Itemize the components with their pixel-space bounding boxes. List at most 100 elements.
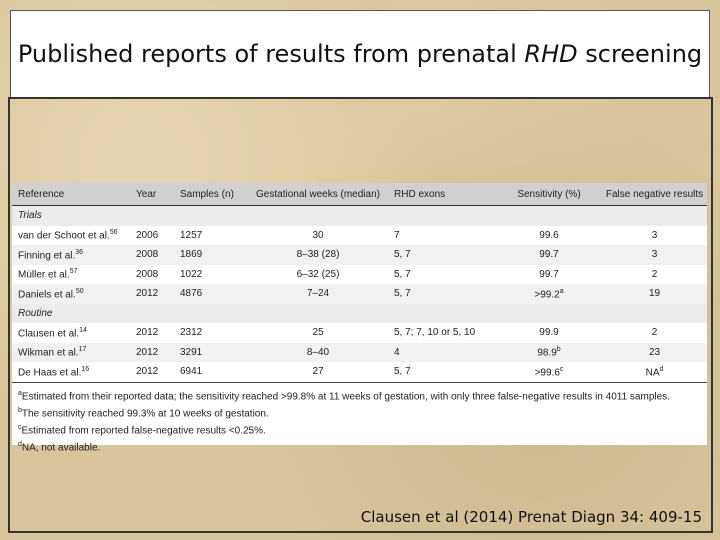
- table-row: De Haas et al.16 2012 6941 27 5, 7 >99.6c NAd: [12, 362, 707, 382]
- table-cell: 1022: [180, 268, 203, 280]
- cell-text: >99.6: [534, 366, 560, 378]
- table-cell: 98.9b: [496, 342, 602, 362]
- column-header: Samples (n): [174, 183, 248, 206]
- footnote: cEstimated from reported false-negative …: [18, 421, 701, 438]
- table-cell: 2: [651, 327, 658, 339]
- column-header: RHD exons: [388, 183, 496, 206]
- table-cell: 4876: [174, 284, 248, 304]
- table-cell: 99.7: [496, 245, 602, 265]
- header-row: Reference Year Samples (n) Gestational week…: [12, 183, 707, 206]
- table-cell: 5, 7: [394, 268, 411, 280]
- cell-superscript: a: [559, 287, 564, 295]
- column-header: Gestational weeks (median): [248, 183, 388, 206]
- column-header: Year: [130, 183, 174, 206]
- table-row: Daniels et al.50 2012 4876 7–24 5, 7 >99.2a 19: [12, 284, 707, 304]
- footnote-text: Estimated from their reported data; the …: [21, 390, 670, 402]
- table-cell: 7–24: [248, 284, 388, 304]
- table-cell: 3: [602, 245, 707, 265]
- footnote-mark: b: [18, 406, 22, 414]
- cell-superscript: 14: [79, 326, 87, 334]
- table-cell: 2008: [130, 245, 174, 265]
- table-cell: 1257: [180, 229, 203, 241]
- title: Published reports of results from prenat…: [18, 40, 702, 68]
- cell-text: Daniels et al.: [18, 288, 76, 300]
- table-box: Reference Year Samples (n) Gestational week…: [12, 183, 707, 454]
- table-cell: Finning et al.36: [12, 245, 130, 265]
- table-cell: 2012: [136, 327, 159, 339]
- table-cell: 27: [312, 366, 324, 378]
- cell-text: Müller et al.: [18, 269, 70, 281]
- footnote-text: NA, not available.: [21, 442, 101, 454]
- cell-text: Finning et al.: [18, 249, 76, 261]
- footnote: dNA, not available.: [18, 438, 701, 455]
- table-cell: >99.2a: [496, 284, 602, 304]
- frame: [8, 97, 713, 533]
- table-cell: 23: [602, 342, 707, 362]
- table-cell: 2012: [130, 342, 174, 362]
- table-cell: Daniels et al.50: [12, 284, 130, 304]
- title-box: Published reports of results from prenat…: [10, 10, 710, 98]
- table-cell: 99.6: [539, 229, 559, 241]
- footnote-mark: a: [18, 389, 22, 397]
- footnote-mark: d: [18, 441, 22, 449]
- table-cell: 19: [602, 284, 707, 304]
- table-row: Clausen et al.14 2012 2312 25 5, 7; 7, 10 or…: [12, 323, 707, 343]
- cell-text: NA: [645, 366, 660, 378]
- section-row: Trials: [12, 205, 707, 226]
- cell-superscript: 57: [69, 268, 78, 276]
- title-part: Published reports of results from prenat…: [17, 40, 525, 68]
- table-cell: >99.6c: [496, 362, 602, 382]
- footnote-mark: c: [18, 424, 22, 432]
- footnote-text: Estimated from reported false-negative r…: [21, 425, 266, 437]
- cell-superscript: 56: [109, 229, 118, 237]
- title-part: RHD: [524, 40, 578, 68]
- table-cell: 6–32 (25): [296, 268, 340, 280]
- table-cell: 3: [651, 229, 658, 241]
- table-cell: NAd: [602, 362, 707, 382]
- column-header: Sensitivity (%): [496, 183, 602, 206]
- cell-text: De Haas et al.: [18, 366, 82, 378]
- table-cell: 2012: [136, 366, 159, 378]
- table-cell: 3291: [174, 342, 248, 362]
- table-cell: van der Schoot et al.56: [12, 226, 130, 246]
- table-row: Finning et al.36 2008 1869 8–38 (28) 5, 7 99.…: [12, 245, 707, 265]
- table-cell: Clausen et al.14: [12, 323, 130, 343]
- table-cell: Müller et al.57: [12, 265, 130, 285]
- table-row: van der Schoot et al.56 2006 1257 30 7 99.6 3: [12, 226, 707, 246]
- table-cell: 1869: [174, 245, 248, 265]
- section-label: Trials: [12, 205, 707, 226]
- cell-superscript: b: [556, 346, 561, 354]
- table-cell: Wikman et al.17: [12, 342, 130, 362]
- table-cell: 99.7: [539, 268, 559, 280]
- cell-text: 98.9: [537, 347, 557, 359]
- table-cell: 30: [312, 229, 324, 241]
- cell-superscript: 17: [78, 346, 87, 354]
- cell-superscript: 50: [75, 287, 84, 295]
- table-cell: 6941: [180, 366, 203, 378]
- table-cell: 7: [394, 229, 400, 241]
- table-cell: 5, 7: [388, 284, 496, 304]
- table: Reference Year Samples (n) Gestational week…: [12, 183, 707, 382]
- footnote-text: The sensitivity reached 99.3% at 10 week…: [21, 408, 269, 420]
- title-part: screening: [577, 40, 703, 68]
- footnotes: aEstimated from their reported data; the…: [12, 381, 707, 460]
- table-cell: 8–38 (28): [248, 245, 388, 265]
- cell-superscript: 16: [81, 365, 90, 373]
- table-cell: 5, 7: [388, 245, 496, 265]
- cell-text: van der Schoot et al.: [18, 230, 110, 242]
- table-cell: 2008: [136, 268, 159, 280]
- table-cell: 2312: [180, 327, 203, 339]
- table-cell: 99.9: [539, 327, 559, 339]
- column-header: Reference: [12, 183, 130, 206]
- table-cell: 4: [388, 342, 496, 362]
- footnote: aEstimated from their reported data; the…: [18, 387, 701, 404]
- cell-text: Clausen et al.: [18, 327, 80, 339]
- citation: Clausen et al (2014) Prenat Diagn 34: 40…: [360, 508, 702, 526]
- table-cell: 25: [312, 327, 324, 339]
- table-row: Wikman et al.17 2012 3291 8–40 4 98.9b 23: [12, 342, 707, 362]
- cell-text: >99.2: [534, 288, 560, 300]
- table-cell: 5, 7: [394, 366, 411, 378]
- section-label: Routine: [12, 303, 707, 323]
- table-cell: 5, 7; 7, 10 or 5, 10: [394, 327, 476, 339]
